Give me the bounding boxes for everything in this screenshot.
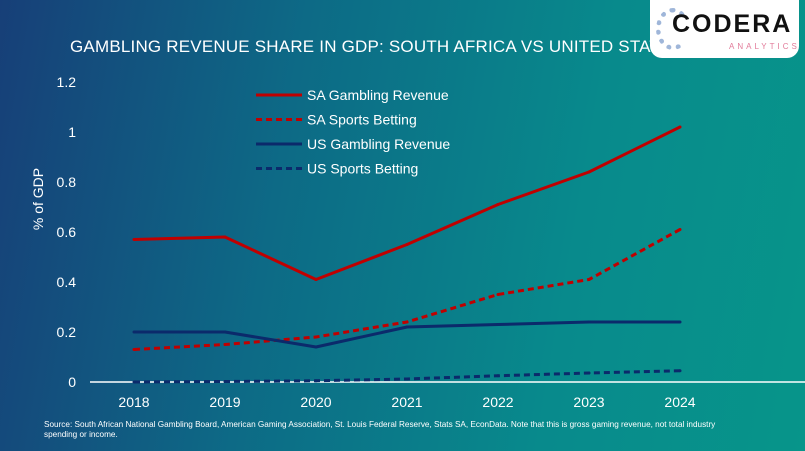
chart-title: GAMBLING REVENUE SHARE IN GDP: SOUTH AFR…: [70, 37, 684, 56]
data-point: [314, 278, 318, 281]
legend-label: SA Gambling Revenue: [307, 87, 449, 103]
data-point: [314, 335, 318, 339]
data-point: [678, 369, 682, 373]
y-tick-label: 1: [68, 124, 76, 140]
x-tick-label: 2024: [664, 394, 695, 410]
y-axis-label: % of GDP: [30, 168, 46, 230]
data-point: [223, 235, 227, 239]
source-note: Source: South African National Gambling …: [44, 420, 716, 439]
data-point: [496, 293, 500, 296]
data-point: [496, 203, 500, 206]
y-tick-label: 0.2: [57, 324, 77, 340]
legend-label: US Sports Betting: [307, 161, 418, 177]
y-tick-label: 0.6: [57, 224, 77, 240]
data-point: [496, 374, 500, 378]
logo-word: CODERA: [672, 10, 793, 38]
data-point: [678, 320, 682, 324]
data-point: [678, 228, 682, 231]
y-tick-label: 0.4: [57, 274, 77, 290]
codera-logo: CODERA ANALYTICS: [650, 0, 799, 58]
x-tick-label: 2020: [300, 394, 331, 410]
data-point: [587, 170, 591, 174]
x-tick-label: 2023: [573, 394, 604, 410]
y-tick-label: 0.8: [57, 174, 77, 190]
x-tick-label: 2018: [118, 394, 149, 410]
data-point: [405, 325, 409, 329]
x-tick-label: 2019: [209, 394, 240, 410]
logo-swirl-icon: [656, 8, 690, 50]
y-tick-label: 1.2: [57, 74, 77, 90]
legend-label: US Gambling Revenue: [307, 136, 450, 152]
logo-subword: ANALYTICS: [729, 42, 800, 51]
x-tick-label: 2021: [391, 394, 422, 410]
data-point: [132, 330, 136, 334]
y-tick-label: 0: [68, 374, 76, 390]
data-point: [132, 348, 136, 351]
data-point: [314, 379, 318, 383]
data-point: [678, 125, 682, 129]
data-point: [132, 238, 136, 241]
legend-label: SA Sports Betting: [307, 112, 417, 128]
data-point: [223, 343, 227, 346]
data-point: [223, 330, 227, 334]
data-point: [405, 243, 409, 246]
data-point: [587, 320, 591, 324]
data-point: [587, 371, 591, 375]
data-point: [405, 320, 409, 324]
data-point: [496, 323, 500, 326]
data-point: [405, 377, 409, 381]
data-point: [132, 380, 136, 384]
data-point: [314, 345, 318, 349]
data-point: [223, 380, 227, 383]
data-point: [587, 278, 591, 281]
x-tick-label: 2022: [482, 394, 513, 410]
